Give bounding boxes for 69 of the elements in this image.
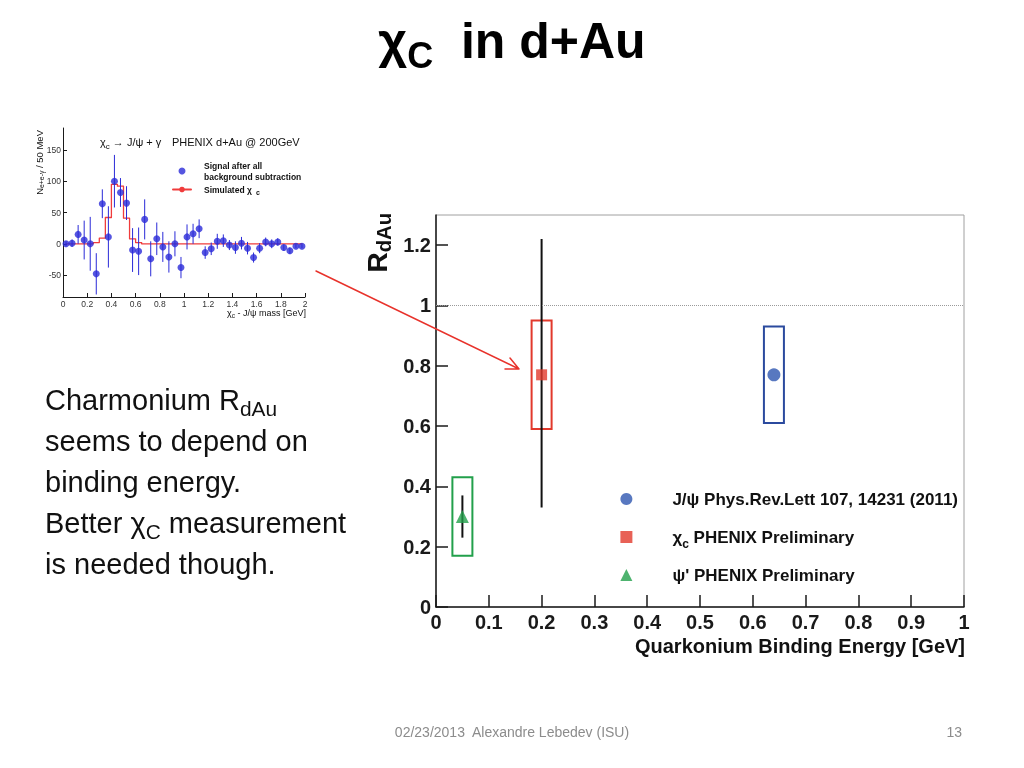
- x-tick-label: 0.7: [791, 611, 820, 633]
- x-tick-label: 0.8: [844, 611, 873, 633]
- text: 02/23/2013 Alexandre Lebedev (ISU): [394, 724, 630, 740]
- point: [147, 255, 155, 263]
- point: [86, 240, 94, 248]
- point: [171, 240, 179, 248]
- point: [80, 236, 88, 244]
- bar: [530, 319, 553, 431]
- x-tick-label: 0.2: [527, 611, 556, 633]
- x-tick-label: 0.3: [580, 611, 609, 633]
- point: [129, 246, 137, 254]
- x-tick-label: 0.5: [686, 611, 714, 633]
- x-tick-label: 0.1: [474, 611, 503, 633]
- point: [231, 244, 239, 252]
- point: [116, 188, 124, 196]
- text: 13: [945, 724, 962, 740]
- point: [123, 199, 131, 207]
- y-tick-label: 0.4: [403, 475, 432, 498]
- point: [219, 237, 227, 245]
- y-tick-label: 150: [46, 144, 62, 155]
- y-tick-label: 0.2: [403, 535, 431, 558]
- x-tick-label: 1: [958, 611, 970, 633]
- x-tick-label: 2: [302, 298, 308, 309]
- point: [195, 225, 203, 233]
- y-tick-label: 100: [46, 176, 62, 187]
- point: [213, 237, 221, 245]
- point: [237, 239, 245, 247]
- point: [177, 264, 185, 272]
- x-tick-label: 0.4: [105, 298, 118, 309]
- x-tick-label: 1.8: [274, 298, 287, 309]
- x-tick-label: 1.6: [250, 298, 263, 309]
- x-tick-label: 1.2: [202, 298, 215, 309]
- x-tick-label: 0.4: [633, 611, 662, 633]
- point: [135, 247, 143, 255]
- point: [98, 200, 106, 208]
- x-tick-label: 0.2: [81, 298, 94, 309]
- point: [159, 243, 167, 251]
- point: [141, 215, 149, 223]
- point: [153, 235, 161, 243]
- point: [104, 233, 112, 241]
- x-tick-label: 0.6: [129, 298, 142, 309]
- y-tick-label: 0: [419, 596, 431, 618]
- point: [165, 253, 173, 261]
- y-tick-label: -50: [48, 270, 62, 281]
- legend-label: J/ψ Phys.Rev.Lett 107, 14231 (2011): [672, 489, 958, 509]
- y-tick-label: 1.2: [403, 234, 431, 257]
- x-tick-label: 1: [181, 298, 187, 309]
- point: [201, 249, 209, 257]
- legend-label: ψ' PHENIX Preliminary: [672, 565, 856, 585]
- x-tick-label: 0.8: [153, 298, 166, 309]
- x-tick-label: 1.4: [226, 298, 239, 309]
- point: [189, 230, 197, 238]
- text: χ$_{C}$ in d+Au: [377, 12, 647, 77]
- y-tick-label: 0.6: [403, 415, 431, 438]
- point: [110, 177, 118, 185]
- point: [92, 270, 100, 278]
- text: PHENIX d+Au @ 200GeV: [172, 135, 301, 148]
- x-axis-title: Quarkonium Binding Energy [GeV]: [634, 634, 965, 658]
- x-tick-label: 0.6: [738, 611, 767, 633]
- bar: [762, 325, 785, 425]
- x-tick-label: 0.9: [897, 611, 926, 633]
- x-axis-title: χ$_{c}$ - J/ψ mass [GeV]: [227, 308, 306, 319]
- bar: [451, 476, 474, 557]
- text: Charmonium R$_{dAu}$ seems to depend on binding energy. Better χ$_{C}$ measurement is needed though.: [45, 383, 347, 582]
- legend-label: Signal after all background subtraction: [204, 160, 302, 182]
- point: [74, 230, 82, 238]
- y-tick-label: 0.8: [403, 354, 431, 377]
- y-tick-label: 0: [56, 238, 62, 249]
- y-tick-label: 50: [51, 207, 62, 218]
